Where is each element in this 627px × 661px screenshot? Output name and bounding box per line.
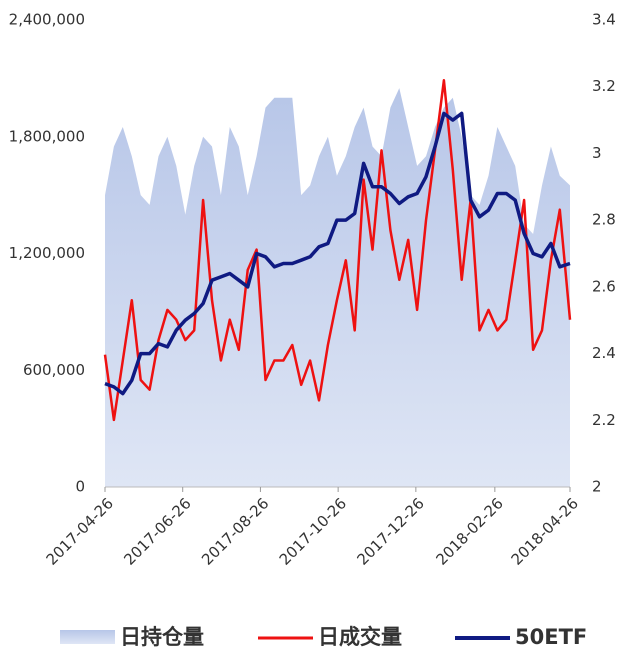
y-tick-label: 1,800,000 (9, 127, 85, 145)
x-tick-label: 2017-10-26 (276, 494, 350, 568)
legend-label: 50ETF (515, 625, 587, 649)
y-tick-label: 2,400,000 (9, 11, 85, 29)
line-series (104, 111, 571, 396)
x-tick-label: 2017-06-26 (120, 494, 194, 568)
y2-tick-label: 2 (592, 478, 602, 496)
x-tick-label: 2018-04-26 (508, 494, 582, 568)
legend-label: 日持仓量 (120, 625, 204, 649)
legend-swatch (60, 630, 115, 644)
area-series (105, 88, 570, 487)
y2-tick-label: 2.4 (592, 344, 616, 362)
line-series (103, 79, 572, 422)
legend-label: 日成交量 (318, 625, 402, 649)
y2-tick-label: 2.8 (592, 211, 616, 229)
y2-tick-label: 3.4 (592, 11, 616, 29)
y-tick-label: 1,200,000 (9, 244, 85, 262)
y2-tick-label: 2.6 (592, 277, 616, 295)
x-tick-label: 2018-02-26 (432, 494, 506, 568)
x-tick-label: 2017-12-26 (353, 494, 427, 568)
x-tick-label: 2017-04-26 (43, 494, 117, 568)
y-tick-label: 0 (75, 478, 85, 496)
x-tick-label: 2017-08-26 (198, 494, 272, 568)
y2-tick-label: 2.2 (592, 411, 616, 429)
y2-tick-label: 3 (592, 144, 602, 162)
y-tick-label: 600,000 (23, 361, 85, 379)
y2-tick-label: 3.2 (592, 77, 616, 95)
